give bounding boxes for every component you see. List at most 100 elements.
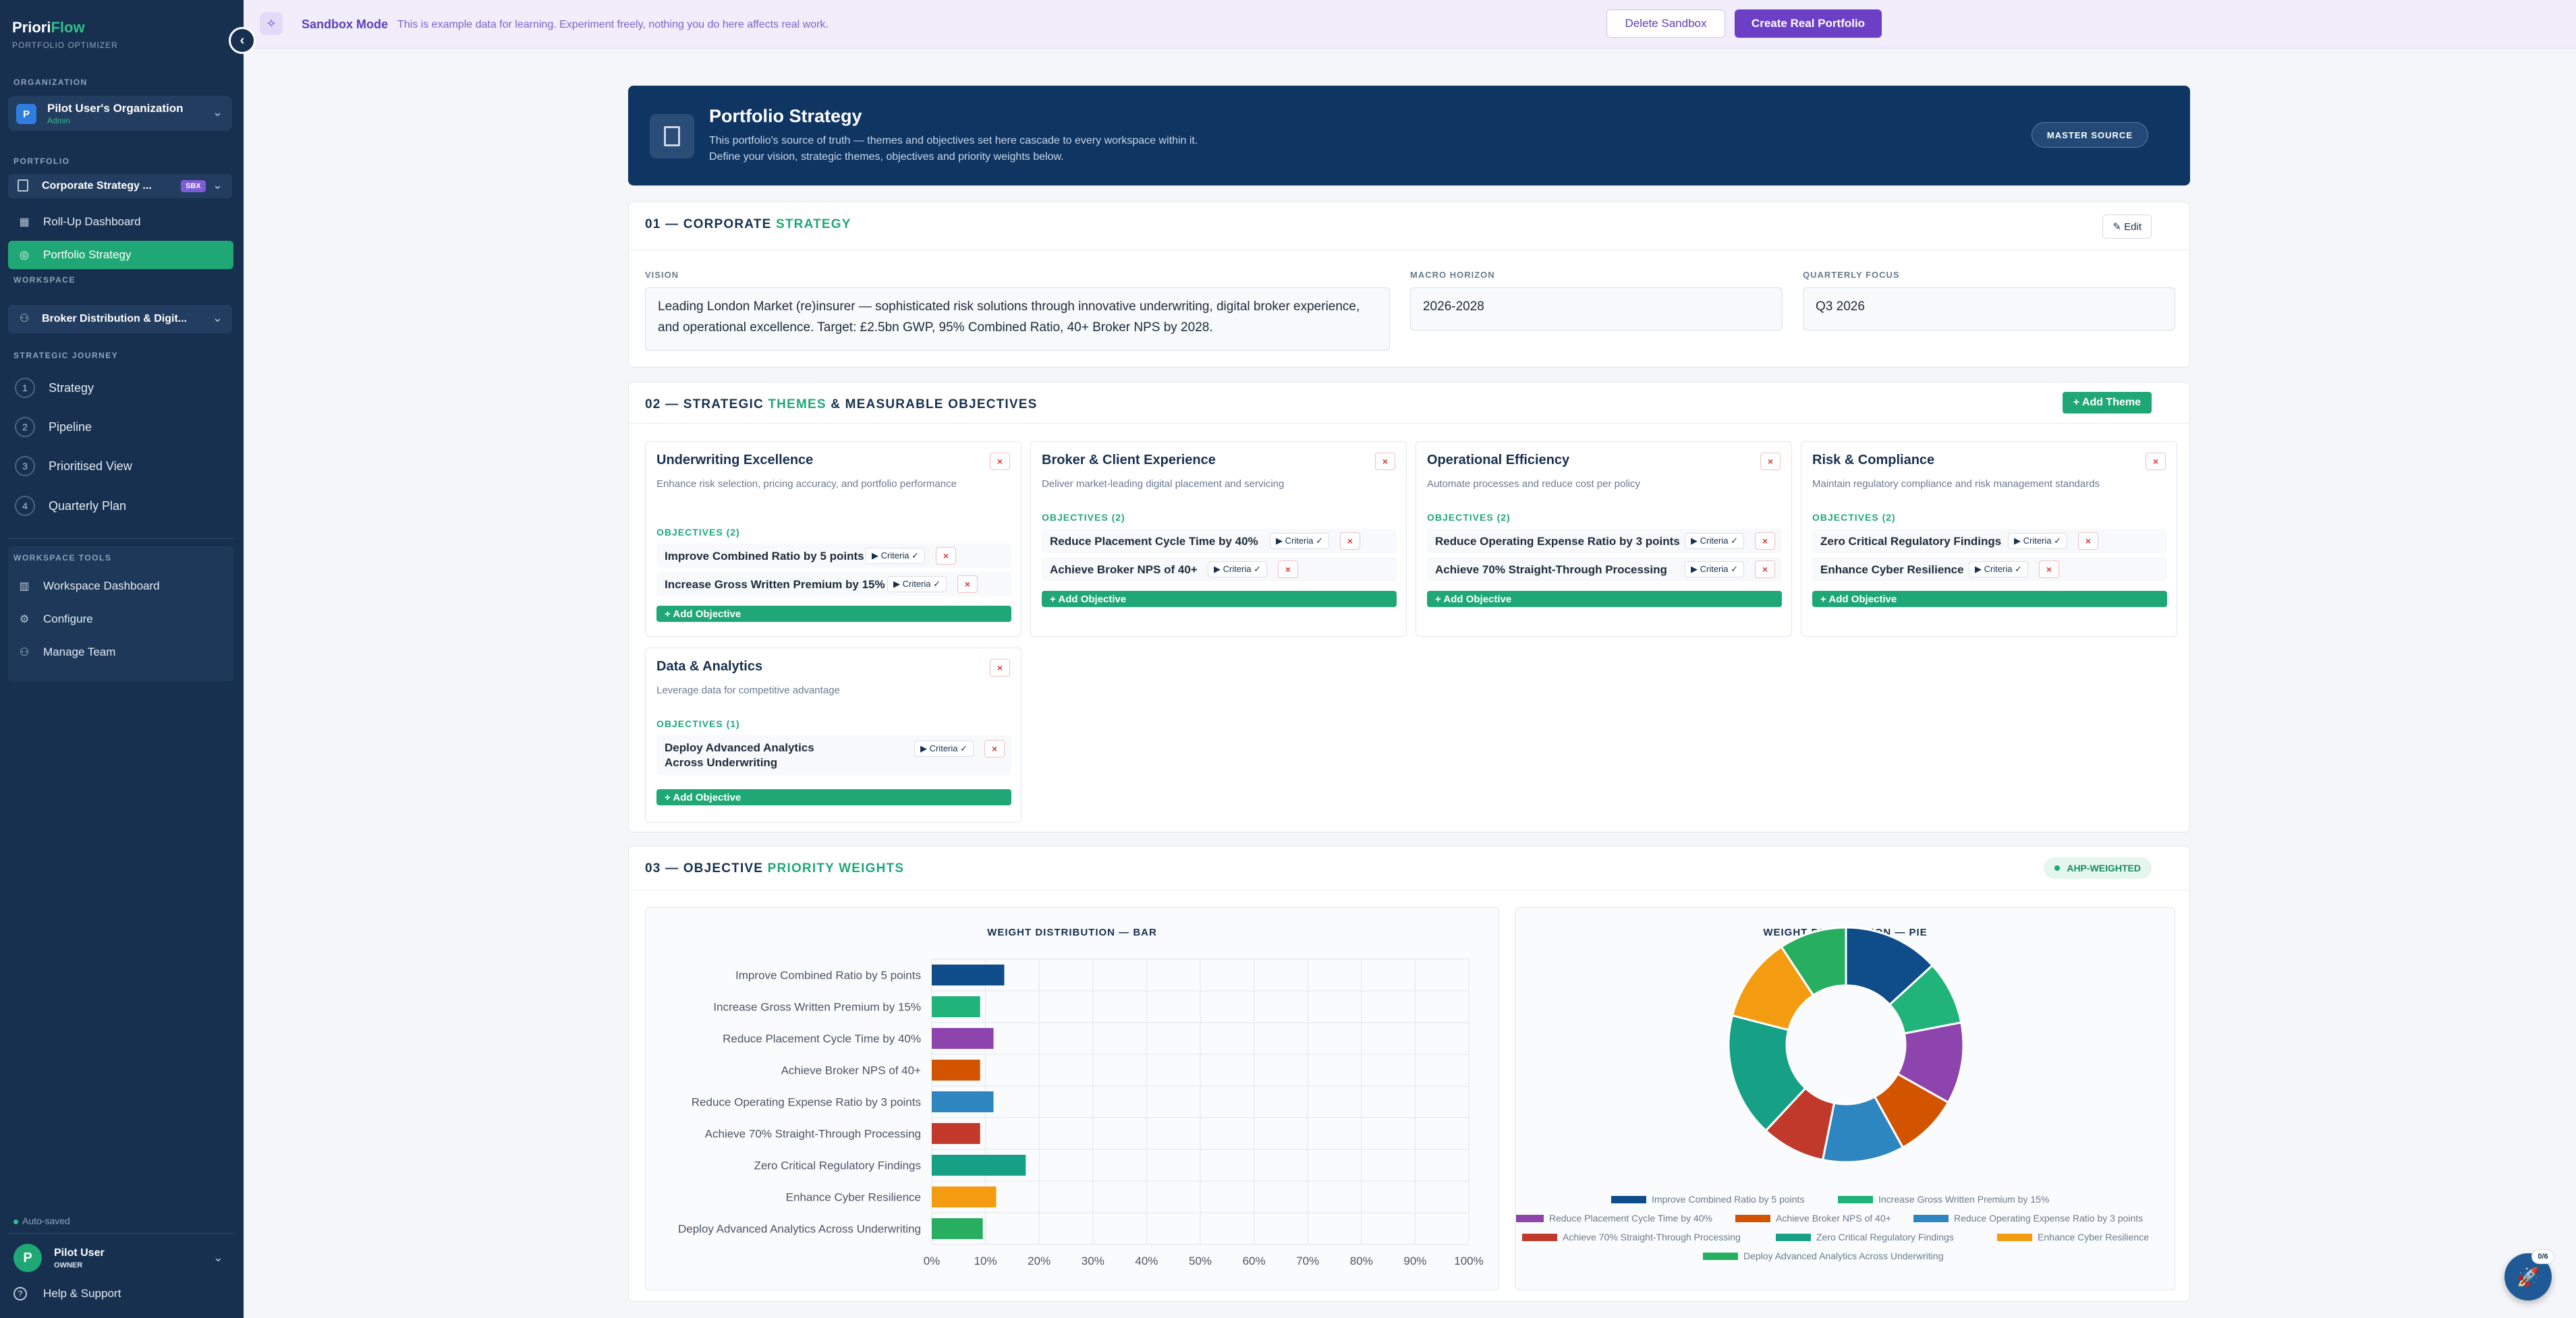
grid-icon: ▦ bbox=[19, 217, 30, 228]
building-icon bbox=[650, 114, 694, 159]
criteria-toggle[interactable]: ▶ Criteria ✓ bbox=[1685, 561, 1745, 577]
nav-portfolio-strategy[interactable]: ◎ Portfolio Strategy bbox=[8, 241, 233, 269]
objective-name[interactable]: Reduce Operating Expense Ratio by 3 poin… bbox=[1435, 535, 1680, 548]
objective-row: Improve Combined Ratio by 5 points ▶ Cri… bbox=[656, 544, 1011, 568]
objective-name[interactable]: Deploy Advanced Analytics Across Underwr… bbox=[665, 741, 814, 769]
journey-step-quarterly-plan[interactable]: 4 Quarterly Plan bbox=[8, 492, 233, 520]
objective-name[interactable]: Reduce Placement Cycle Time by 40% bbox=[1050, 535, 1258, 548]
objective-row: Zero Critical Regulatory Findings ▶ Crit… bbox=[1812, 529, 2167, 553]
building-icon bbox=[18, 179, 28, 192]
y-category-label: Deploy Advanced Analytics Across Underwr… bbox=[678, 1223, 921, 1236]
delete-objective-button[interactable]: × bbox=[957, 575, 978, 593]
delete-theme-button[interactable]: × bbox=[990, 453, 1010, 470]
add-objective-button[interactable]: + Add Objective bbox=[1812, 591, 2167, 607]
criteria-toggle[interactable]: ▶ Criteria ✓ bbox=[1270, 533, 1330, 549]
portfolio-name: Corporate Strategy ... bbox=[42, 180, 152, 192]
objective-name[interactable]: Enhance Cyber Resilience bbox=[1820, 563, 1964, 576]
bar bbox=[932, 1155, 1026, 1176]
theme-title[interactable]: Underwriting Excellence bbox=[656, 453, 814, 467]
x-tick-label: 20% bbox=[1028, 1255, 1051, 1267]
theme-title[interactable]: Operational Efficiency bbox=[1427, 453, 1570, 467]
theme-title[interactable]: Data & Analytics bbox=[656, 659, 763, 674]
objective-name[interactable]: Zero Critical Regulatory Findings bbox=[1820, 535, 2002, 548]
section-title: 02 — STRATEGIC THEMES & MEASURABLE OBJEC… bbox=[645, 397, 1038, 411]
criteria-toggle[interactable]: ▶ Criteria ✓ bbox=[1685, 533, 1745, 549]
y-category-label: Improve Combined Ratio by 5 points bbox=[735, 969, 921, 982]
legend-label: Achieve Broker NPS of 40+ bbox=[1776, 1213, 1891, 1224]
chevron-down-icon: ⌄ bbox=[212, 311, 223, 324]
criteria-toggle[interactable]: ▶ Criteria ✓ bbox=[1208, 561, 1268, 577]
legend-swatch bbox=[1522, 1234, 1557, 1241]
journey-step-strategy[interactable]: 1 Strategy bbox=[8, 374, 233, 402]
delete-objective-button[interactable]: × bbox=[984, 740, 1005, 757]
delete-sandbox-button[interactable]: Delete Sandbox bbox=[1606, 9, 1725, 38]
org-switcher[interactable]: P Pilot User's Organization Admin ⌄ bbox=[8, 96, 232, 131]
workspace-switcher[interactable]: ⚇ Broker Distribution & Digit... ⌄ bbox=[8, 305, 232, 333]
delete-objective-button[interactable]: × bbox=[1755, 532, 1775, 550]
objectives-heading: OBJECTIVES (2) bbox=[1042, 512, 1125, 523]
delete-theme-button[interactable]: × bbox=[1375, 453, 1395, 470]
help-support-link[interactable]: ? Help & Support bbox=[13, 1287, 121, 1300]
add-objective-button[interactable]: + Add Objective bbox=[1042, 591, 1397, 607]
ahp-weighted-badge: AHP-WEIGHTED bbox=[2044, 857, 2152, 879]
nav-manage-team[interactable]: ⚇ Manage Team bbox=[8, 638, 233, 666]
delete-objective-button[interactable]: × bbox=[936, 547, 956, 565]
nav-rollup-dashboard[interactable]: ▦ Roll-Up Dashboard bbox=[8, 208, 233, 236]
portfolio-section-label: PORTFOLIO bbox=[13, 156, 70, 166]
delete-theme-button[interactable]: × bbox=[1760, 453, 1781, 470]
nav-workspace-dashboard[interactable]: ▥ Workspace Dashboard bbox=[8, 572, 233, 600]
workspace-section-label: WORKSPACE bbox=[13, 275, 76, 285]
delete-theme-button[interactable]: × bbox=[990, 659, 1010, 677]
legend-swatch bbox=[1838, 1196, 1873, 1203]
theme-description: Automate processes and reduce cost per p… bbox=[1427, 478, 1641, 490]
collapse-sidebar-button[interactable]: ‹ bbox=[229, 27, 256, 54]
delete-objective-button[interactable]: × bbox=[2039, 561, 2059, 578]
delete-objective-button[interactable]: × bbox=[1755, 561, 1775, 578]
macro-horizon-field[interactable]: 2026-2028 bbox=[1410, 287, 1783, 331]
chart-icon: ▥ bbox=[19, 581, 30, 592]
delete-objective-button[interactable]: × bbox=[1278, 561, 1298, 578]
section-title: 01 — CORPORATE STRATEGY bbox=[645, 217, 851, 231]
quarterly-focus-field[interactable]: Q3 2026 bbox=[1803, 287, 2175, 331]
vision-field[interactable]: Leading London Market (re)insurer — soph… bbox=[645, 287, 1390, 351]
portfolio-switcher[interactable]: Corporate Strategy ... SBX ⌄ bbox=[8, 174, 232, 198]
objective-name[interactable]: Increase Gross Written Premium by 15% bbox=[665, 578, 885, 591]
theme-card: Underwriting Excellence × Enhance risk s… bbox=[645, 441, 1021, 637]
nav-configure[interactable]: ⚙ Configure bbox=[8, 605, 233, 633]
corporate-strategy-panel: 01 — CORPORATE STRATEGY ✎ Edit VISION Le… bbox=[628, 202, 2190, 368]
delete-theme-button[interactable]: × bbox=[2146, 453, 2166, 470]
objective-name[interactable]: Achieve 70% Straight-Through Processing bbox=[1435, 563, 1667, 576]
sandbox-badge: SBX bbox=[181, 180, 206, 192]
objective-name[interactable]: Improve Combined Ratio by 5 points bbox=[665, 550, 864, 563]
criteria-toggle[interactable]: ▶ Criteria ✓ bbox=[914, 741, 974, 757]
brand-logo[interactable]: PrioriFlow PORTFOLIO OPTIMIZER bbox=[12, 19, 118, 50]
theme-title[interactable]: Risk & Compliance bbox=[1812, 453, 1935, 467]
delete-objective-button[interactable]: × bbox=[1340, 532, 1360, 550]
journey-step-prioritised-view[interactable]: 3 Prioritised View bbox=[8, 452, 233, 480]
user-avatar[interactable]: P bbox=[13, 1244, 42, 1272]
sparkle-icon: ✧ bbox=[260, 12, 283, 35]
x-tick-label: 40% bbox=[1135, 1255, 1158, 1267]
criteria-toggle[interactable]: ▶ Criteria ✓ bbox=[866, 548, 926, 564]
user-menu-chevron-icon[interactable]: ⌄ bbox=[213, 1251, 223, 1264]
journey-step-pipeline[interactable]: 2 Pipeline bbox=[8, 413, 233, 441]
criteria-toggle[interactable]: ▶ Criteria ✓ bbox=[1969, 561, 2029, 577]
add-objective-button[interactable]: + Add Objective bbox=[656, 606, 1011, 622]
brand-name-accent: Flow bbox=[51, 19, 85, 36]
legend-label: Zero Critical Regulatory Findings bbox=[1816, 1232, 1954, 1242]
step-label: Quarterly Plan bbox=[49, 498, 127, 513]
objective-name[interactable]: Achieve Broker NPS of 40+ bbox=[1050, 563, 1198, 576]
add-objective-button[interactable]: + Add Objective bbox=[656, 789, 1011, 805]
edit-strategy-button[interactable]: ✎ Edit bbox=[2102, 214, 2152, 239]
add-objective-button[interactable]: + Add Objective bbox=[1427, 591, 1782, 607]
theme-title[interactable]: Broker & Client Experience bbox=[1042, 453, 1216, 467]
create-real-portfolio-button[interactable]: Create Real Portfolio bbox=[1735, 9, 1882, 38]
workspace-tools bbox=[8, 546, 233, 681]
step-label: Pipeline bbox=[49, 420, 92, 434]
add-theme-button[interactable]: + Add Theme bbox=[2062, 392, 2152, 413]
criteria-toggle[interactable]: ▶ Criteria ✓ bbox=[2008, 533, 2068, 549]
criteria-toggle[interactable]: ▶ Criteria ✓ bbox=[887, 576, 947, 592]
brand-name: Priori bbox=[12, 19, 51, 36]
legend-label: Increase Gross Written Premium by 15% bbox=[1878, 1194, 2049, 1205]
delete-objective-button[interactable]: × bbox=[2078, 532, 2098, 550]
